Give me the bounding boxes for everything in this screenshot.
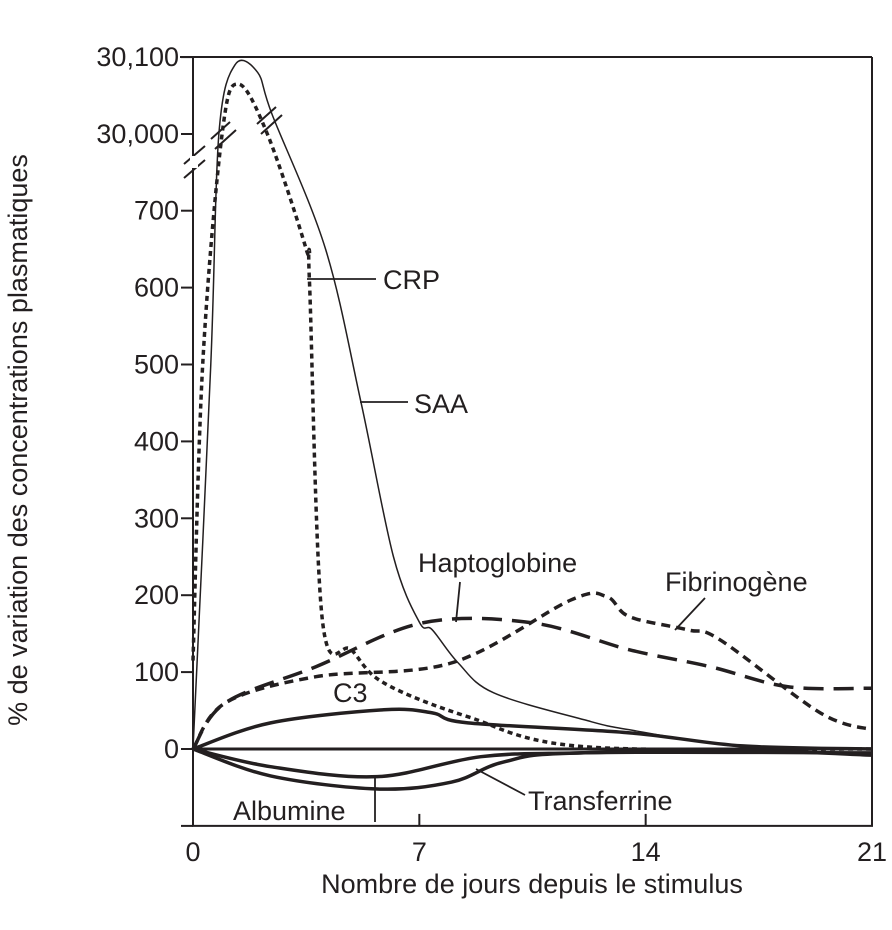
curve-break-mark (256, 106, 283, 135)
plot-frame (180, 56, 873, 827)
fibrinogene-leader (674, 597, 706, 631)
series-label-albumine: Albumine (233, 796, 346, 826)
transferrine-leader (475, 768, 526, 796)
series-line-haptoglobine (191, 616, 873, 751)
y-tick-label: 100 (134, 657, 179, 687)
x-tick-label: 7 (412, 837, 427, 867)
series-line-c3 (192, 707, 873, 751)
y-tick-label: 400 (134, 426, 179, 456)
x-tick-label: 14 (631, 837, 661, 867)
y-tick-label: 600 (134, 273, 179, 303)
y-tick-label: 300 (134, 503, 179, 533)
series-line-albumine (192, 747, 873, 791)
haptoglobine-leader (455, 581, 461, 623)
series-label-crp: CRP (383, 265, 440, 295)
x-tick-label: 21 (857, 837, 887, 867)
series-label-haptoglobine: Haptoglobine (418, 548, 577, 578)
y-tick-label: 200 (134, 580, 179, 610)
series-line-fibrinogene (191, 591, 873, 751)
y-axis-label: % de variation des concentrations plasma… (3, 154, 33, 726)
axis-break-mark (183, 145, 206, 179)
series-line-transferrine (192, 747, 873, 779)
series-group (191, 59, 873, 822)
series-label-saa: SAA (414, 389, 468, 419)
curve-break-mark (210, 121, 237, 150)
x-axis-label: Nombre de jours depuis le stimulus (321, 869, 743, 899)
series-line-saa (192, 59, 873, 750)
y-tick-label: 0 (164, 734, 179, 764)
series-line-crp (191, 82, 873, 752)
y-tick-label: 700 (134, 196, 179, 226)
y-tick-label: 500 (134, 350, 179, 380)
series-label-c3: C3 (333, 678, 368, 708)
axis-break-gap (190, 156, 198, 168)
y-tick-label: 30,000 (96, 119, 179, 149)
axes: 30,100 30,000 700 600 500 400 300 200 100 0 0 7 14 21 (96, 42, 887, 867)
y-tick-label: 30,100 (96, 42, 179, 72)
series-label-fibrinogene: Fibrinogène (665, 567, 808, 597)
series-label-transferrine: Transferrine (528, 786, 673, 816)
x-tick-label: 0 (185, 837, 200, 867)
